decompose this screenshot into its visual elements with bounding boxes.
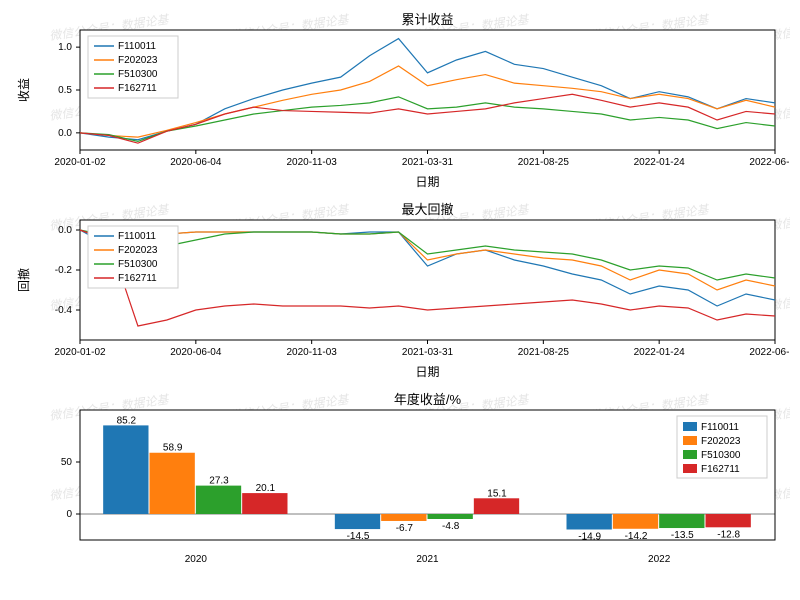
- svg-text:58.9: 58.9: [163, 443, 183, 454]
- svg-text:0.5: 0.5: [58, 85, 72, 96]
- legend-item-F110011: F110011: [118, 231, 156, 242]
- legend-item-F162711: F162711: [118, 273, 157, 284]
- cumulative-return-chart: 微信公众号：数据论基微信公众号：数据论基微信公众号：数据论基微信公众号：数据论基…: [10, 10, 790, 190]
- legend-item-F162711: F162711: [701, 464, 740, 475]
- bar-F110011-2021: [335, 514, 380, 529]
- bar-F162711-2021: [474, 498, 519, 514]
- y-axis-label: 收益: [17, 78, 31, 102]
- svg-text:2021-03-31: 2021-03-31: [402, 347, 454, 358]
- bar-F110011-2020: [103, 425, 148, 514]
- legend-item-F202023: F202023: [118, 245, 158, 256]
- svg-text:2020-11-03: 2020-11-03: [286, 347, 337, 358]
- svg-text:2022: 2022: [648, 554, 671, 565]
- bar-F202023-2022: [613, 514, 658, 529]
- svg-text:2022-06-28: 2022-06-28: [749, 157, 790, 168]
- svg-text:2020-01-02: 2020-01-02: [54, 347, 106, 358]
- svg-text:2020-06-04: 2020-06-04: [170, 347, 222, 358]
- svg-text:-14.2: -14.2: [625, 531, 648, 542]
- svg-text:27.3: 27.3: [209, 476, 229, 487]
- x-axis-label: 日期: [415, 365, 439, 379]
- svg-text:2020-11-03: 2020-11-03: [286, 157, 337, 168]
- svg-text:20.1: 20.1: [256, 483, 276, 494]
- legend-item-F162711: F162711: [118, 83, 157, 94]
- svg-text:-13.5: -13.5: [671, 530, 694, 541]
- max-drawdown-chart: 微信公众号：数据论基微信公众号：数据论基微信公众号：数据论基微信公众号：数据论基…: [10, 200, 790, 380]
- bar-F510300-2020: [196, 486, 241, 514]
- svg-text:1.0: 1.0: [58, 42, 72, 53]
- svg-text:-4.8: -4.8: [442, 521, 460, 532]
- svg-text:2022-06-28: 2022-06-28: [749, 347, 790, 358]
- legend-item-F510300: F510300: [118, 69, 158, 80]
- svg-text:2020-01-02: 2020-01-02: [54, 157, 106, 168]
- svg-text:-0.4: -0.4: [55, 305, 73, 316]
- legend-item-F202023: F202023: [701, 436, 741, 447]
- bar-F202023-2020: [150, 453, 195, 514]
- svg-text:-14.5: -14.5: [347, 531, 370, 542]
- svg-text:2021-08-25: 2021-08-25: [518, 347, 570, 358]
- svg-text:0.0: 0.0: [58, 128, 72, 139]
- bar-F202023-2021: [381, 514, 426, 521]
- svg-text:-0.2: -0.2: [55, 265, 73, 276]
- legend-item-F510300: F510300: [118, 259, 158, 270]
- legend-item-F202023: F202023: [118, 55, 158, 66]
- chart-title: 累计收益: [401, 12, 453, 27]
- bar-F162711-2020: [242, 493, 287, 514]
- svg-text:85.2: 85.2: [117, 415, 137, 426]
- svg-text:0.0: 0.0: [58, 225, 72, 236]
- bar-F162711-2022: [706, 514, 751, 527]
- legend-item-F110011: F110011: [118, 41, 156, 52]
- svg-text:2022-01-24: 2022-01-24: [634, 347, 686, 358]
- svg-text:-6.7: -6.7: [396, 523, 414, 534]
- chart-title: 年度收益/%: [394, 392, 462, 407]
- svg-text:-14.9: -14.9: [578, 531, 601, 542]
- chart-title: 最大回撤: [401, 202, 453, 217]
- bar-F510300-2021: [428, 514, 473, 519]
- annual-return-chart: 微信公众号：数据论基微信公众号：数据论基微信公众号：数据论基微信公众号：数据论基…: [10, 390, 790, 570]
- svg-text:-12.8: -12.8: [717, 529, 740, 540]
- bar-F110011-2022: [567, 514, 612, 529]
- legend-item-F510300: F510300: [701, 450, 741, 461]
- y-axis-label: 回撤: [16, 268, 31, 292]
- svg-text:2022-01-24: 2022-01-24: [634, 157, 686, 168]
- svg-text:2021-03-31: 2021-03-31: [402, 157, 454, 168]
- svg-text:2020-06-04: 2020-06-04: [170, 157, 222, 168]
- bar-F510300-2022: [659, 514, 704, 528]
- svg-text:2020: 2020: [185, 554, 208, 565]
- svg-text:50: 50: [61, 457, 73, 468]
- x-axis-label: 日期: [415, 175, 439, 189]
- svg-text:0: 0: [66, 509, 72, 520]
- svg-text:15.1: 15.1: [487, 488, 507, 499]
- svg-text:2021-08-25: 2021-08-25: [518, 157, 570, 168]
- legend-item-F110011: F110011: [701, 422, 739, 433]
- svg-text:2021: 2021: [416, 554, 439, 565]
